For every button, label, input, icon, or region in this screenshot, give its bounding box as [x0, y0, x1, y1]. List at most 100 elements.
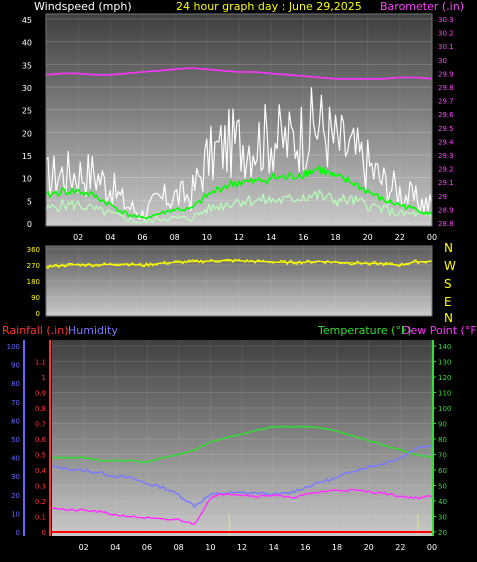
wind-tick-label: 10	[22, 175, 32, 184]
legend-humidity: Humidity	[68, 324, 118, 337]
dew-point-series	[52, 488, 433, 525]
legend-rainfall: Rainfall (.in)	[2, 324, 69, 337]
wind-x-tick-label: 08	[170, 233, 180, 242]
temp-tick-label: 20	[438, 529, 447, 537]
direction-series	[45, 258, 433, 269]
wind-x-tick-label: 16	[298, 233, 308, 242]
wind-x-tick-label: 18	[330, 233, 340, 242]
rain-tick-label: 0.3	[35, 483, 46, 491]
baro-tick-label: 29.5	[438, 125, 454, 133]
temp-tick-label: 100	[438, 405, 451, 413]
baro-tick-label: 29.1	[438, 179, 454, 187]
compass-n-bottom: N	[444, 311, 453, 325]
baro-tick-label: 29.4	[438, 138, 454, 146]
wind-axis-title: Windspeed (mph)	[34, 0, 132, 13]
graph-title: 24 hour graph day : June 29,2025	[176, 0, 362, 13]
rain-tick-label: 0	[42, 529, 46, 537]
dir-tick-label: 270	[27, 262, 40, 270]
rain-tick-label: 1	[42, 374, 46, 382]
humidity-tick-label: 60	[11, 417, 20, 425]
humidity-tick-label: 70	[11, 399, 20, 407]
wind-tick-label: 45	[22, 16, 32, 25]
humidity-tick-label: 10	[11, 510, 20, 518]
direction-plot-area	[46, 246, 432, 316]
rain-tick-label: 0.8	[35, 405, 46, 413]
baro-tick-label: 30.1	[438, 43, 454, 51]
wind-tick-label: 35	[22, 61, 32, 70]
rain-tick-label: 0.6	[35, 436, 47, 444]
rain-tick-label: 0.4	[35, 467, 47, 475]
temp-tick-label: 30	[438, 514, 447, 522]
wind-gust-series	[45, 87, 433, 222]
climate-x-tick-label: 08	[174, 543, 184, 552]
rain-tick-label: 0.2	[35, 498, 46, 506]
wind-tick-label: 40	[22, 39, 32, 48]
wind-avg-series	[45, 165, 433, 220]
series-layer	[45, 67, 433, 536]
climate-x-tick-label: 10	[205, 543, 215, 552]
wind-x-tick-label: 04	[105, 233, 115, 242]
wind-x-tick-label: 06	[137, 233, 147, 242]
wind-panel-border	[45, 13, 433, 227]
wind-x-tick-label: 20	[363, 233, 373, 242]
baro-tick-label: 29.7	[438, 98, 454, 106]
wind-x-tick-label: 00	[427, 233, 437, 242]
humidity-tick-label: 90	[11, 362, 20, 370]
temp-tick-label: 80	[438, 436, 447, 444]
temp-tick-label: 60	[438, 467, 447, 475]
rain-tick-label: 0.1	[35, 514, 46, 522]
barometer-axis-title: Barometer (.in)	[380, 0, 464, 13]
temp-tick-label: 50	[438, 483, 447, 491]
baro-tick-label: 29.8	[438, 84, 454, 92]
wind-tick-label: 20	[22, 129, 32, 138]
wind-x-tick-label: 22	[395, 233, 405, 242]
wind-x-tick-label: 02	[73, 233, 83, 242]
temp-tick-label: 110	[438, 390, 451, 398]
temp-tick-label: 90	[438, 421, 447, 429]
wind-tick-label: 15	[22, 152, 32, 161]
climate-x-tick-label: 04	[110, 543, 120, 552]
wind-x-tick-label: 12	[234, 233, 244, 242]
compass-e: E	[444, 295, 452, 309]
compass-n-top: N	[444, 241, 453, 255]
wind-tick-label: 30	[22, 84, 32, 93]
compass-s: S	[444, 277, 452, 291]
wind-tick-label: 5	[27, 197, 32, 206]
climate-plot-area	[52, 340, 432, 536]
climate-x-tick-label: 22	[395, 543, 405, 552]
humidity-tick-label: 50	[11, 436, 20, 444]
dir-tick-label: 180	[27, 278, 40, 286]
dir-tick-label: 0	[36, 310, 40, 318]
temp-tick-label: 70	[438, 452, 447, 460]
climate-x-tick-label: 00	[427, 543, 437, 552]
climate-x-tick-label: 18	[332, 543, 342, 552]
temp-tick-label: 130	[438, 359, 451, 367]
baro-tick-label: 29.2	[438, 166, 454, 174]
baro-tick-label: 29.9	[438, 70, 454, 78]
climate-x-tick-label: 16	[300, 543, 310, 552]
temp-tick-label: 140	[438, 343, 451, 351]
baro-tick-label: 30.3	[438, 16, 454, 24]
dir-panel-border	[45, 245, 433, 317]
dir-tick-label: 360	[27, 246, 40, 254]
axis-layer: 05101520253035404528.828.92929.129.229.3…	[7, 13, 454, 552]
humidity-tick-label: 30	[11, 473, 20, 481]
baro-tick-label: 29.6	[438, 111, 454, 119]
dir-tick-label: 90	[31, 294, 40, 302]
wind-min-series	[45, 189, 433, 224]
temperature-series	[51, 425, 433, 464]
humidity-series	[51, 444, 433, 509]
compass-w: W	[444, 259, 456, 273]
baro-tick-label: 30.2	[438, 30, 454, 38]
rain-tick-label: 0.7	[35, 421, 46, 429]
climate-x-tick-label: 14	[269, 543, 279, 552]
direction-series-base	[45, 260, 433, 268]
climate-x-tick-label: 06	[142, 543, 152, 552]
climate-x-tick-label: 20	[364, 543, 374, 552]
humidity-tick-label: 20	[11, 492, 20, 500]
temp-tick-label: 40	[438, 498, 447, 506]
barometer-series	[45, 67, 433, 80]
climate-x-tick-label: 02	[79, 543, 89, 552]
humidity-tick-label: 40	[11, 455, 20, 463]
